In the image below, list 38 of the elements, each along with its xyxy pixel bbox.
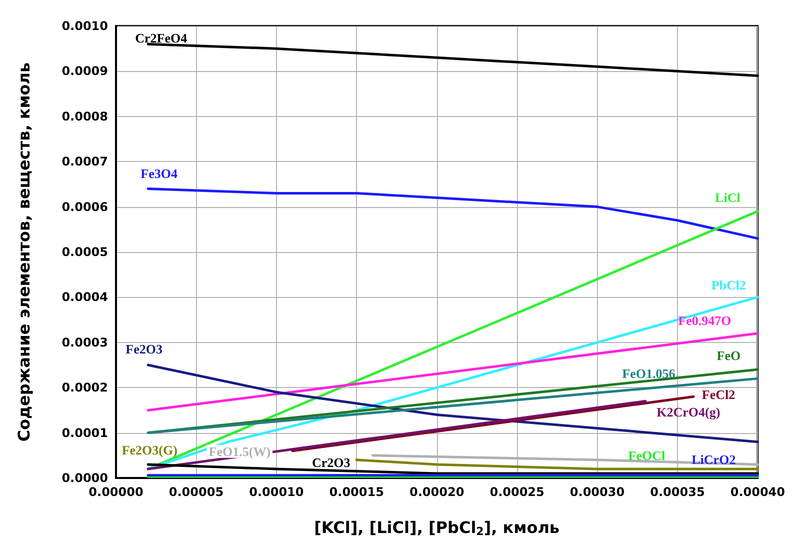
y-tick-label: 0.0001 [62,426,108,440]
x-tick-label: 0.00020 [410,485,464,499]
y-tick-label: 0.0007 [62,154,108,169]
series-label: Fe0.947O [678,312,732,328]
series-label: Fe2O3 [126,342,163,356]
series-label: K2CrO4(g) [656,404,720,420]
y-tick-label: 0.0008 [62,109,108,124]
x-tick-label: 0.00025 [490,485,544,499]
y-tick-label: 0.0006 [62,200,108,214]
x-tick-label: 0.00010 [249,485,304,499]
series-label: FeO1.056 [622,366,676,382]
series-label: Cr2FeO4 [135,30,188,46]
x-tick-label: 0.00000 [88,485,144,499]
x-tick-label: 0.00005 [168,485,224,499]
y-tick-label: 0.0002 [62,380,108,395]
y-axis-title: Содержание элементов, веществ, кмоль [14,62,34,442]
x-tick-label: 0.00040 [730,485,785,499]
line-series [146,364,759,444]
series-label: Cr2O3 [312,454,351,470]
series-label: FeCl2 [702,387,736,402]
series-label: FeO [716,348,741,364]
x-tick-label: 0.00030 [570,485,625,499]
y-tick-label: 0.0004 [62,290,108,304]
x-tick-label: 0.00035 [650,485,705,499]
x-tick-label: 0.00015 [329,485,384,499]
series-label: LiCrO2 [692,452,736,467]
y-tick-label: 0.0009 [62,64,108,78]
y-tick-label: 0.0005 [62,245,108,259]
series-label: FeOCl [628,448,666,464]
text: Fe2O3(G) [122,442,178,458]
series-label: LiCl [715,190,741,205]
series-label: Fe3O4 [140,166,178,182]
text: FeO1.5(W) [208,444,271,459]
line-series [146,187,759,240]
y-tick-label: 0.0000 [62,471,108,485]
y-tick-label: 0.0003 [62,335,108,350]
series-label: PbCl2 [711,278,746,293]
y-tick-label: 0.0010 [62,19,108,33]
